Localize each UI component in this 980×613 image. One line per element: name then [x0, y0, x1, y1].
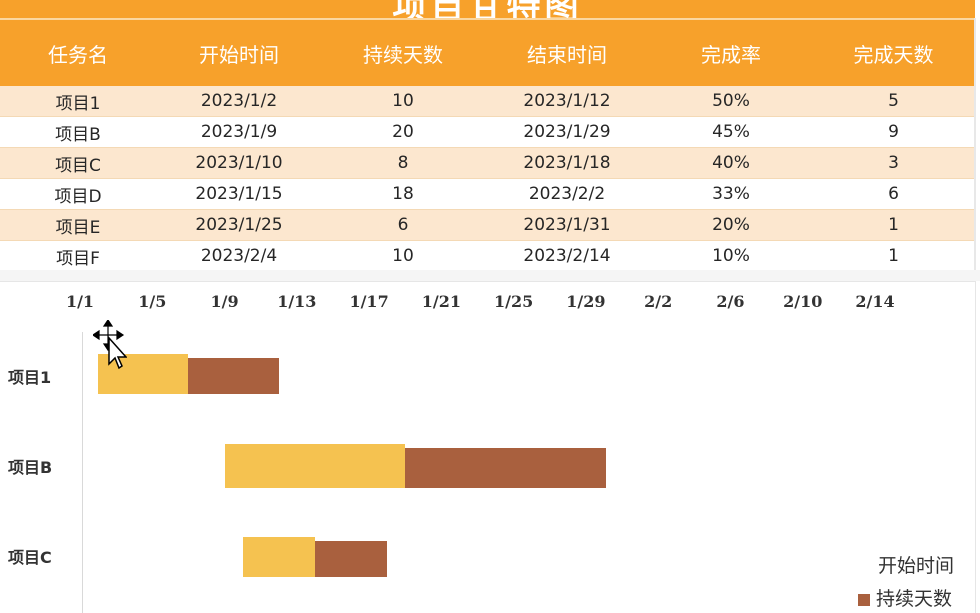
header-end-time[interactable]: 结束时间	[484, 18, 650, 86]
category-label: 项目B	[8, 458, 53, 477]
duration-cell[interactable]: 20	[322, 116, 484, 148]
table-row[interactable]: 项目E 2023/1/25 6 2023/1/31 20% 1	[0, 209, 975, 241]
data-table: 任务名 开始时间 持续天数 结束时间 完成率 完成天数 项目1 2023/1/2 1…	[0, 18, 975, 272]
completed-days-cell[interactable]: 3	[812, 147, 975, 179]
completed-days-cell[interactable]: 5	[812, 86, 975, 117]
duration-bar[interactable]	[314, 541, 388, 577]
completed-days-cell[interactable]: 6	[812, 178, 975, 210]
move-cursor-icon	[93, 320, 127, 370]
x-tick-label: 2/10	[783, 292, 823, 311]
completion-rate-cell[interactable]: 20%	[650, 209, 812, 241]
task-name-cell[interactable]: 项目D	[0, 178, 156, 210]
completion-rate-cell[interactable]: 40%	[650, 147, 812, 179]
completed-days-cell[interactable]: 1	[812, 209, 975, 241]
table-header-row: 任务名 开始时间 持续天数 结束时间 完成率 完成天数	[0, 18, 975, 86]
duration-bar[interactable]	[405, 448, 606, 488]
duration-bar[interactable]	[188, 358, 279, 394]
duration-cell[interactable]: 18	[322, 178, 484, 210]
table-row[interactable]: 项目B 2023/1/9 20 2023/1/29 45% 9	[0, 116, 975, 148]
x-tick-label: 1/21	[421, 292, 461, 311]
completion-rate-cell[interactable]: 33%	[650, 178, 812, 210]
x-tick-label: 1/13	[277, 292, 317, 311]
task-table: 任务名 开始时间 持续天数 结束时间 完成率 完成天数 项目1 2023/1/2 1…	[0, 18, 975, 272]
x-tick-label: 1/1	[65, 292, 95, 311]
start-bar[interactable]	[242, 537, 315, 577]
sheet-scroll-edge	[974, 18, 976, 270]
end-time-cell[interactable]: 2023/2/14	[484, 240, 650, 272]
completed-days-cell[interactable]: 1	[812, 240, 975, 272]
start-time-cell[interactable]: 2023/1/9	[156, 116, 322, 148]
start-time-cell[interactable]: 2023/1/15	[156, 178, 322, 210]
end-time-cell[interactable]: 2023/1/29	[484, 116, 650, 148]
sheet-title-bar: 项目甘特图	[0, 0, 975, 18]
duration-cell[interactable]: 6	[322, 209, 484, 241]
start-time-cell[interactable]: 2023/2/4	[156, 240, 322, 272]
header-start-time[interactable]: 开始时间	[156, 18, 322, 86]
duration-cell[interactable]: 10	[322, 86, 484, 117]
table-row[interactable]: 项目C 2023/1/10 8 2023/1/18 40% 3	[0, 147, 975, 179]
category-label: 项目C	[8, 548, 52, 567]
task-name-cell[interactable]: 项目E	[0, 209, 156, 241]
start-time-cell[interactable]: 2023/1/2	[156, 86, 322, 117]
table-row[interactable]: 项目D 2023/1/15 18 2023/2/2 33% 6	[0, 178, 975, 210]
x-tick-label: 2/2	[644, 292, 673, 311]
task-name-cell[interactable]: 项目C	[0, 147, 156, 179]
legend-swatch-duration	[858, 593, 870, 606]
task-name-cell[interactable]: 项目1	[0, 86, 156, 117]
end-time-cell[interactable]: 2023/1/31	[484, 209, 650, 241]
legend-label-duration: 持续天数	[876, 588, 953, 610]
table-row[interactable]: 项目F 2023/2/4 10 2023/2/14 10% 1	[0, 240, 975, 272]
x-tick-label: 1/9	[210, 292, 239, 311]
header-duration[interactable]: 持续天数	[322, 18, 484, 86]
table-row[interactable]: 项目1 2023/1/2 10 2023/1/12 50% 5	[0, 86, 975, 117]
duration-cell[interactable]: 10	[322, 240, 484, 272]
x-tick-label: 1/5	[138, 292, 167, 311]
sheet-gap	[0, 270, 980, 281]
x-tick-label: 1/29	[566, 292, 606, 311]
legend-item-start: 开始时间	[878, 551, 954, 578]
completion-rate-cell[interactable]: 10%	[650, 240, 812, 272]
sheet-title: 项目甘特图	[0, 0, 975, 18]
x-tick-label: 2/14	[855, 292, 895, 311]
header-task-name[interactable]: 任务名	[0, 18, 156, 86]
completed-days-cell[interactable]: 9	[812, 116, 975, 148]
legend-label-start: 开始时间	[878, 555, 955, 577]
start-bar[interactable]	[224, 444, 406, 488]
category-label: 项目1	[8, 368, 52, 387]
y-axis-line	[82, 332, 83, 613]
gantt-chart[interactable]: 开始时间 持续天数 1/1 1/5 1/9 1/13 1/17 1/21 1/25 1/29 2…	[0, 281, 976, 613]
header-completed-days[interactable]: 完成天数	[812, 18, 975, 86]
x-tick-label: 1/17	[349, 292, 389, 311]
completion-rate-cell[interactable]: 50%	[650, 86, 812, 117]
end-time-cell[interactable]: 2023/1/18	[484, 147, 650, 179]
x-tick-label: 2/6	[716, 292, 745, 311]
task-name-cell[interactable]: 项目B	[0, 116, 156, 148]
start-time-cell[interactable]: 2023/1/25	[156, 209, 322, 241]
completion-rate-cell[interactable]: 45%	[650, 116, 812, 148]
end-time-cell[interactable]: 2023/1/12	[484, 86, 650, 117]
header-completion-rate[interactable]: 完成率	[650, 18, 812, 86]
task-name-cell[interactable]: 项目F	[0, 240, 156, 272]
end-time-cell[interactable]: 2023/2/2	[484, 178, 650, 210]
duration-cell[interactable]: 8	[322, 147, 484, 179]
x-tick-label: 1/25	[494, 292, 534, 311]
start-time-cell[interactable]: 2023/1/10	[156, 147, 322, 179]
legend-item-duration: 持续天数	[858, 584, 952, 611]
